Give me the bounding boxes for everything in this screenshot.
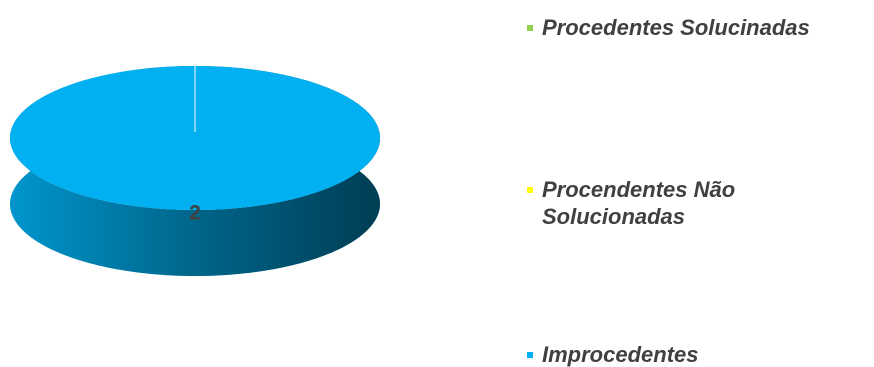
data-label: 2: [189, 202, 201, 225]
legend-label: Procendentes Não Solucionadas: [542, 177, 736, 229]
legend-entry: Procendentes Não Solucionadas: [527, 176, 792, 230]
legend: Procedentes Solucinadas Procendentes Não …: [527, 0, 867, 367]
legend-swatch: [527, 352, 533, 358]
pie-area: 2: [10, 66, 380, 276]
legend-swatch: [527, 187, 533, 193]
legend-swatch: [527, 25, 533, 31]
legend-label: Procedentes Solucinadas: [542, 15, 810, 40]
slice: [10, 66, 380, 210]
legend-entry: Procedentes Solucinadas: [527, 14, 862, 41]
legend-entry: Improcedentes: [527, 341, 862, 367]
legend-label: Improcedentes: [542, 342, 699, 367]
